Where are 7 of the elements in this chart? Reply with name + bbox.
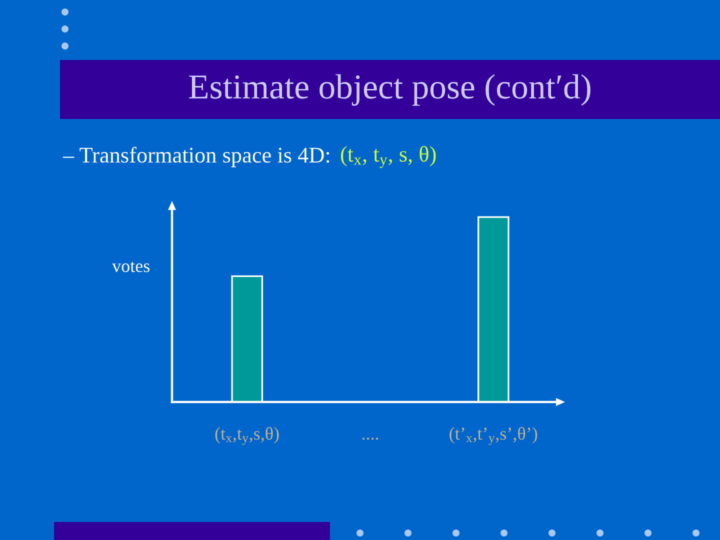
chart-title: Estimate object pose (cont′d) xyxy=(189,74,590,106)
y-axis-title: votes xyxy=(112,262,150,272)
x-tick-label: .... xyxy=(362,438,378,440)
text: (t$_{x}$, t$_{y}$, s, θ) xyxy=(340,146,436,168)
chart-subtitle: – Transformation space is 4D: xyxy=(62,146,330,168)
x-tick-label: (t’$_{x}$,t’$_{y}$,s’,θ’) xyxy=(450,427,538,445)
x-tick-label: (t$_{x}$,t$_{y}$,s,θ) xyxy=(215,427,279,445)
